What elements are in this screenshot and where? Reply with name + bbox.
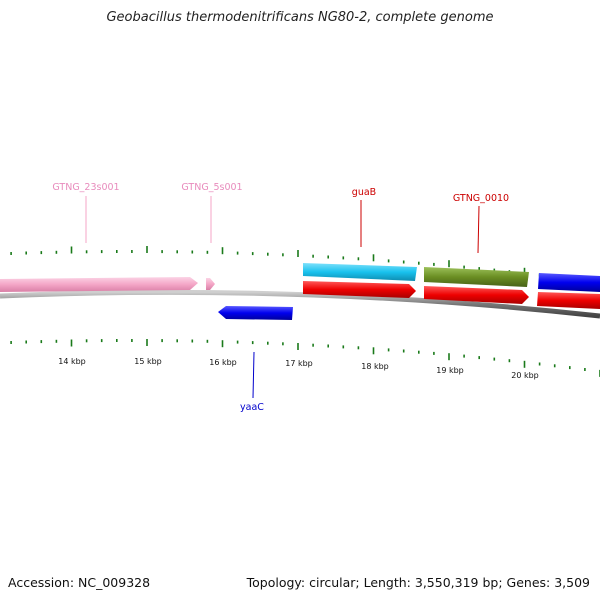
label-line-yaac xyxy=(252,351,255,399)
label-line-gtng-0010 xyxy=(477,205,480,254)
rrna-5s-arrow xyxy=(206,278,215,290)
gene-label-yaac[interactable]: yaaC xyxy=(240,402,264,413)
gene-label-gtng-0010[interactable]: GTNG_0010 xyxy=(453,193,509,204)
ruler-label-20kbp: 20 kbp xyxy=(511,371,539,380)
genome-backbone xyxy=(0,289,600,319)
ruler-label-15kbp: 15 kbp xyxy=(134,357,162,366)
gene-blue-upper xyxy=(538,273,600,292)
ruler-label-17kbp: 17 kbp xyxy=(285,359,313,368)
ruler-label-16kbp: 16 kbp xyxy=(209,358,237,367)
genome-summary-text: Topology: circular; Length: 3,550,319 bp… xyxy=(246,575,590,590)
gene-label-gtng-5s001[interactable]: GTNG_5s001 xyxy=(181,182,242,193)
gene-yaac-arrow xyxy=(218,306,293,320)
gene-red-1 xyxy=(303,281,416,298)
ruler-label-19kbp: 19 kbp xyxy=(436,366,464,375)
gene-guab-upper xyxy=(303,263,417,281)
gene-red-2 xyxy=(424,286,529,304)
gene-red-3 xyxy=(537,292,600,309)
gene-label-guab[interactable]: guaB xyxy=(352,187,376,198)
gene-label-gtng-23s001[interactable]: GTNG_23s001 xyxy=(52,182,119,193)
rrna-23s-arrow xyxy=(0,277,198,292)
accession-text: Accession: NC_009328 xyxy=(8,575,151,590)
gene-gtng-0010-upper xyxy=(424,267,529,287)
ruler-label-14kbp: 14 kbp xyxy=(58,357,86,366)
inner-tick-marks xyxy=(10,339,600,377)
map-title: Geobacillus thermodenitrificans NG80-2, … xyxy=(106,10,494,25)
ruler-label-18kbp: 18 kbp xyxy=(361,362,389,371)
